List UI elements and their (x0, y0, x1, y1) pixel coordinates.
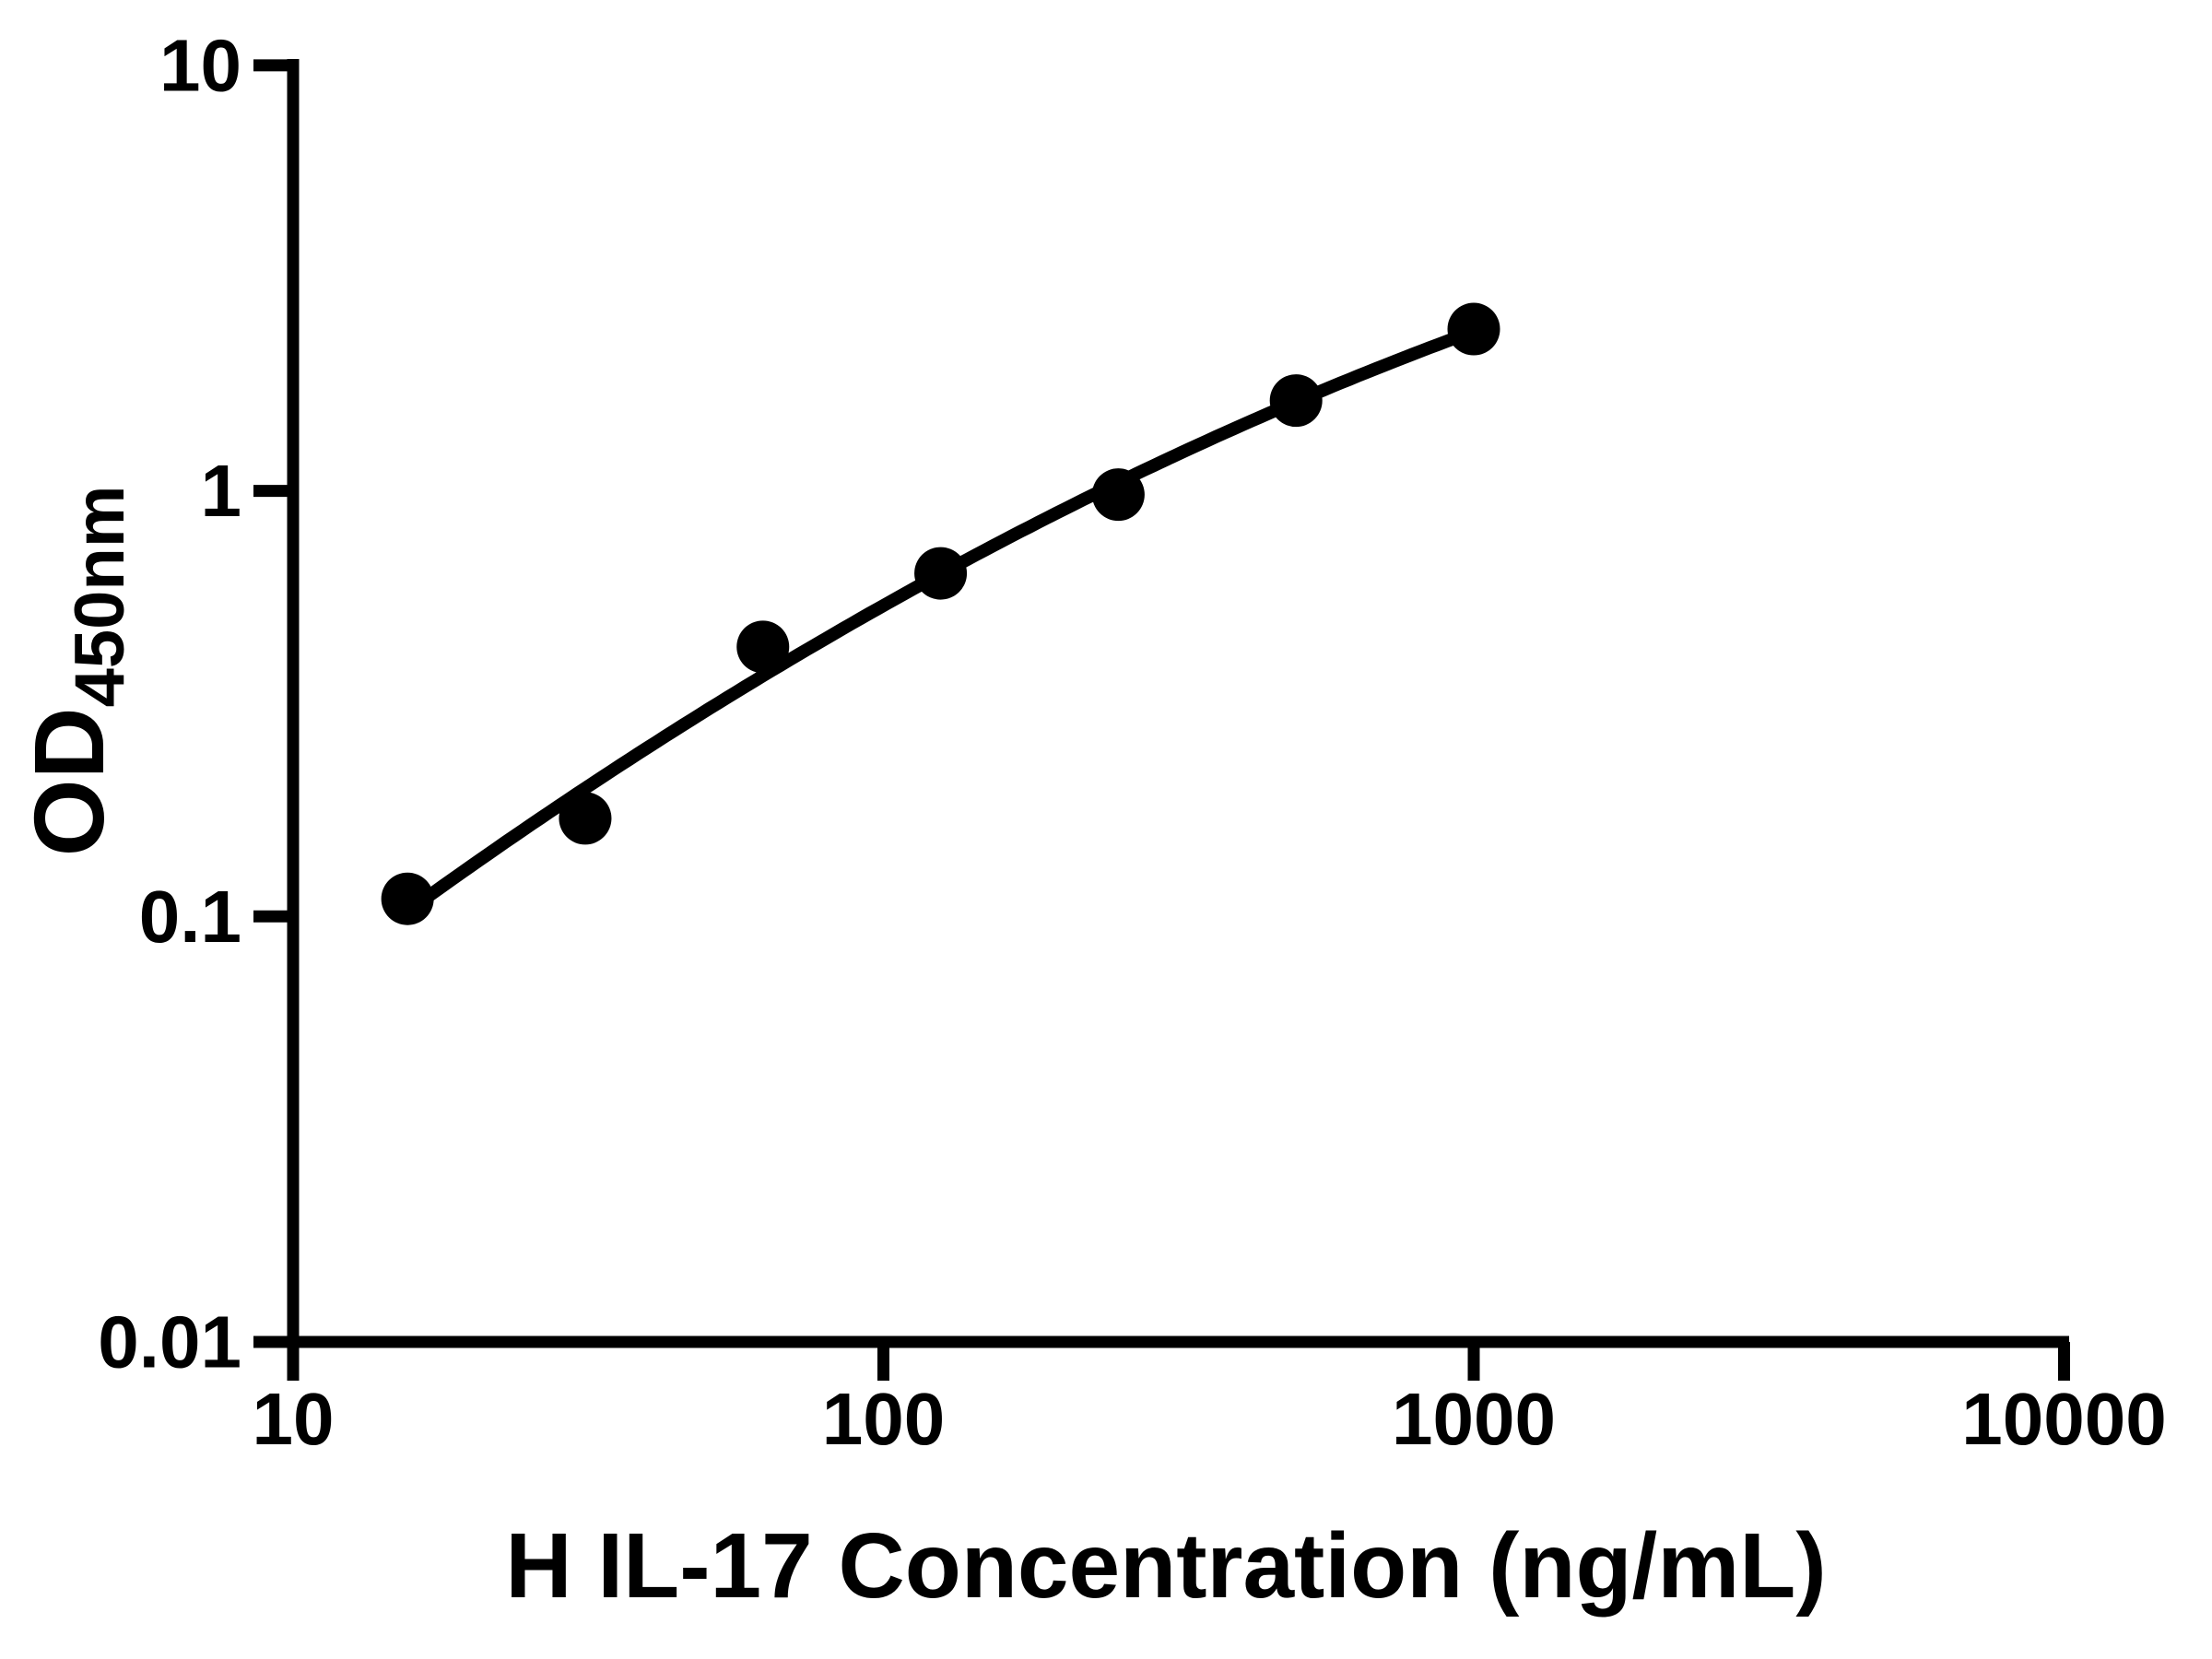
data-point-15.625ng-ml (381, 872, 434, 925)
y-tick-label-10: 10 (159, 24, 241, 106)
axes (253, 59, 2069, 1380)
y-tick-label-0.01: 0.01 (98, 1301, 241, 1383)
data-point-250ng-ml (1091, 468, 1145, 522)
data-point-31.25ng-ml (559, 792, 612, 845)
x-tick-label-1000: 1000 (1392, 1378, 1556, 1460)
x-tick-label-10000: 10000 (1961, 1378, 2166, 1460)
data-point-1000ng-ml (1447, 302, 1500, 356)
data-point-500ng-ml (1269, 374, 1323, 428)
x-tick-labels: 10 100 1000 10000 (253, 1378, 2167, 1460)
data-point-125ng-ml (914, 547, 968, 600)
data-points (381, 302, 1500, 925)
y-tick-label-1: 1 (201, 450, 242, 532)
data-point-62.5ng-ml (736, 620, 790, 674)
y-axis-title-main: OD (13, 707, 124, 856)
y-axis-title: OD450nm (13, 486, 139, 857)
y-axis-title-subscript: 450nm (61, 486, 139, 708)
y-tick-label-0.1: 0.1 (139, 876, 241, 958)
x-axis-title: H IL-17 Concentration (ng/mL) (505, 1514, 1826, 1618)
x-tick-label-10: 10 (253, 1378, 335, 1460)
x-tick-label-100: 100 (822, 1378, 945, 1460)
y-tick-labels: 10 1 0.1 0.01 (98, 24, 241, 1382)
axis-ticks (253, 59, 2070, 1381)
